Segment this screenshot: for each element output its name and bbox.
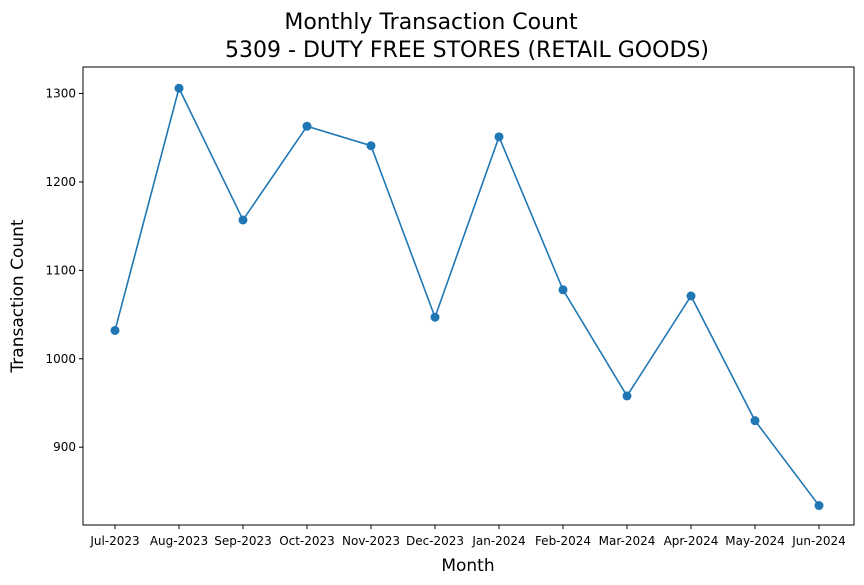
- data-point: [814, 501, 824, 511]
- x-tick-label: Apr-2024: [664, 534, 719, 548]
- y-axis-label: Transaction Count: [8, 219, 28, 373]
- y-tick-label: 1200: [45, 175, 76, 189]
- series-line: [114, 85, 820, 507]
- x-tick-label: Jan-2024: [471, 534, 525, 548]
- x-tick-label: May-2024: [725, 534, 784, 548]
- data-point: [622, 391, 632, 401]
- data-point: [430, 312, 440, 322]
- data-point: [238, 215, 248, 225]
- x-axis: Jul-2023 Aug-2023 Sep-2023 Oct-2023 Nov-2023…: [89, 525, 846, 548]
- x-tick-label: Jul-2023: [89, 534, 139, 548]
- data-point: [302, 121, 312, 131]
- y-tick-label: 900: [53, 440, 76, 454]
- series-markers: [110, 83, 824, 511]
- y-tick-label: 1300: [45, 87, 76, 101]
- y-axis: 900 1000 1100 1200 1300: [45, 87, 83, 454]
- data-point: [174, 83, 184, 93]
- data-point: [110, 325, 120, 335]
- x-tick-label: Feb-2024: [535, 534, 591, 548]
- x-tick-label: Aug-2023: [150, 534, 208, 548]
- x-tick-label: Mar-2024: [599, 534, 656, 548]
- x-axis-label: Month: [441, 556, 494, 576]
- y-tick-label: 1100: [45, 263, 76, 277]
- data-point: [558, 285, 568, 295]
- x-tick-label: Sep-2023: [214, 534, 272, 548]
- x-tick-label: Nov-2023: [342, 534, 400, 548]
- y-tick-label: 1000: [45, 352, 76, 366]
- data-point: [494, 132, 504, 142]
- chart-title-line1: Monthly Transaction Count: [284, 10, 578, 35]
- data-point: [686, 291, 696, 301]
- x-tick-label: Jun-2024: [791, 534, 846, 548]
- x-tick-label: Dec-2023: [406, 534, 464, 548]
- data-point: [366, 141, 376, 151]
- x-tick-label: Oct-2023: [279, 534, 335, 548]
- chart-title-line2: 5309 - DUTY FREE STORES (RETAIL GOODS): [225, 38, 709, 63]
- plot-area-frame: [82, 66, 855, 526]
- data-point: [750, 416, 760, 426]
